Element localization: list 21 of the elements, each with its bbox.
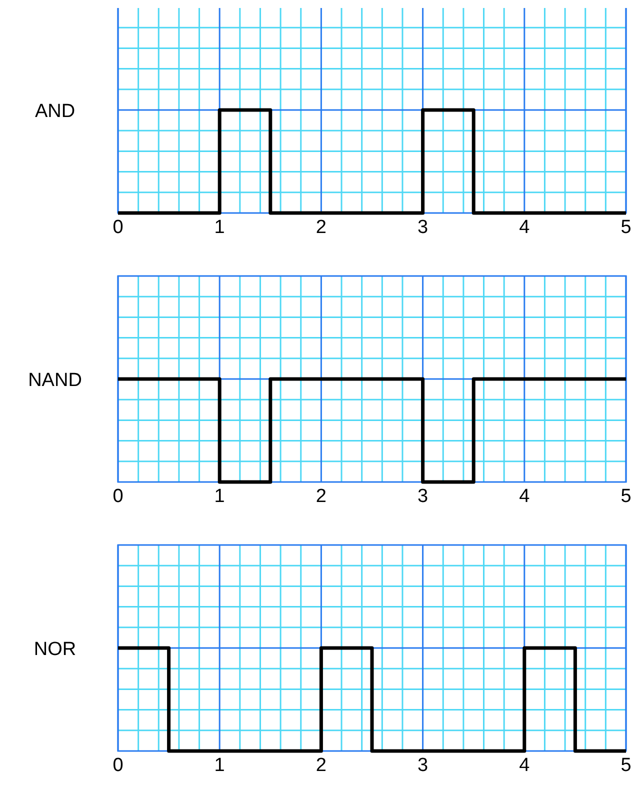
x-tick-label: 1 <box>214 755 225 776</box>
x-tick-label: 4 <box>519 217 530 238</box>
x-tick-label: 1 <box>214 217 225 238</box>
x-tick-label: 4 <box>519 755 530 776</box>
y-axis-title: NOR <box>34 639 76 660</box>
x-tick-label: 0 <box>112 217 124 238</box>
x-tick-label: 2 <box>316 217 326 238</box>
x-tick-label: 5 <box>620 486 632 507</box>
x-tick-label: 0 <box>112 486 124 507</box>
y-axis-title: NAND <box>28 370 82 391</box>
x-tick-label: 2 <box>316 486 326 507</box>
x-tick-label: 5 <box>620 217 632 238</box>
x-tick-label: 1 <box>214 486 225 507</box>
x-tick-label: 2 <box>316 755 326 776</box>
x-tick-label: 3 <box>418 755 428 776</box>
x-tick-label: 3 <box>418 486 428 507</box>
x-tick-label: 0 <box>112 755 124 776</box>
y-axis-title: AND <box>34 101 76 122</box>
x-tick-label: 5 <box>620 755 632 776</box>
x-tick-label: 3 <box>418 217 428 238</box>
x-tick-label: 4 <box>519 486 530 507</box>
